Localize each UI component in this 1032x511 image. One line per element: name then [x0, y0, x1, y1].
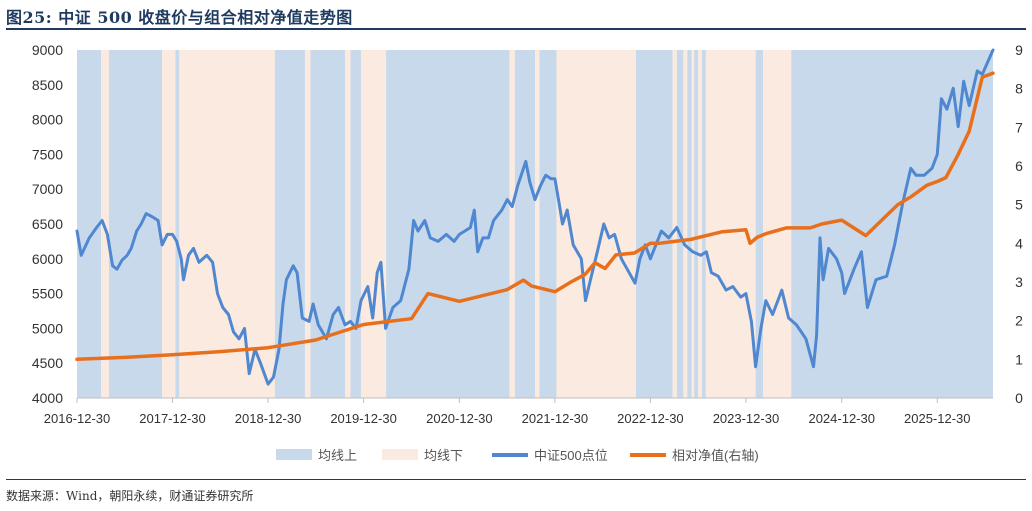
legend-label: 相对净值(右轴)	[672, 448, 759, 463]
regime-band-below	[691, 50, 695, 398]
x-tick-label: 2018-12-30	[235, 411, 302, 426]
regime-band-above	[636, 50, 673, 398]
regime-band-below	[535, 50, 540, 398]
y-left-tick-label: 6000	[32, 251, 63, 267]
regime-band-above	[350, 50, 361, 398]
regime-band-above	[310, 50, 345, 398]
x-tick-label: 2025-12-30	[904, 411, 971, 426]
chart-legend: 均线上 均线下 中证500点位 相对净值(右轴)	[276, 448, 759, 463]
chart: 4000 4500 5000 5500 6000 6500 7000 7500 8000 8500…	[32, 42, 1023, 463]
y-left-tick-label: 6500	[32, 216, 63, 232]
x-tick-label: 2023-12-30	[713, 411, 780, 426]
source-note: 数据来源：Wind，朝阳永续，财通证券研究所	[6, 489, 254, 503]
figure-title: 图25: 中证 500 收盘价与组合相对净值走势图	[6, 8, 353, 27]
y-right-tick-label: 0	[1015, 390, 1023, 406]
regime-band-above	[77, 50, 102, 398]
y-right-tick-label: 4	[1015, 235, 1023, 251]
chart-lines	[75, 48, 995, 386]
y-left-tick-label: 7500	[32, 146, 63, 162]
regime-band-above	[175, 50, 180, 398]
regime-band-above	[755, 50, 764, 398]
y-right-tick-label: 2	[1015, 313, 1023, 329]
y-right-tick-label: 6	[1015, 158, 1023, 174]
nav-line	[75, 71, 995, 362]
regime-band-below	[344, 50, 351, 398]
regime-band-below	[763, 50, 792, 398]
regime-band-above	[676, 50, 684, 398]
y-left-tick-label: 9000	[32, 42, 63, 58]
regime-band-below	[179, 50, 275, 398]
chart-ticks: 4000 4500 5000 5500 6000 6500 7000 7500 8000 8500…	[32, 42, 1023, 426]
x-tick-label: 2019-12-30	[330, 411, 397, 426]
y-right-tick-label: 7	[1015, 119, 1023, 135]
y-left-tick-label: 7000	[32, 181, 63, 197]
legend-label: 中证500点位	[534, 448, 608, 463]
y-left-tick-label: 8000	[32, 112, 63, 128]
regime-band-above	[539, 50, 557, 398]
y-right-tick-label: 5	[1015, 197, 1023, 213]
y-left-tick-label: 4500	[32, 355, 63, 371]
index-line	[75, 48, 995, 386]
regime-band-below	[698, 50, 702, 398]
y-left-tick-label: 5000	[32, 320, 63, 336]
title-rule	[6, 28, 1026, 30]
x-tick-label: 2020-12-30	[426, 411, 493, 426]
regime-band-below	[672, 50, 677, 398]
y-right-tick-label: 9	[1015, 42, 1023, 58]
x-tick-label: 2024-12-30	[808, 411, 875, 426]
x-tick-label: 2017-12-30	[139, 411, 206, 426]
regime-bands	[77, 50, 993, 398]
regime-band-above	[514, 50, 535, 398]
legend-label: 均线下	[424, 448, 463, 463]
source-rule	[6, 479, 1026, 480]
y-left-tick-label: 5500	[32, 286, 63, 302]
regime-band-below	[683, 50, 688, 398]
regime-band-above	[687, 50, 692, 398]
legend-swatch-area	[276, 449, 312, 460]
legend-swatch-area	[382, 449, 418, 460]
regime-band-below	[509, 50, 515, 398]
regime-band-above	[701, 50, 706, 398]
regime-band-below	[705, 50, 756, 398]
regime-band-below	[360, 50, 387, 398]
y-right-tick-label: 8	[1015, 81, 1023, 97]
regime-band-above	[694, 50, 699, 398]
regime-band-above	[386, 50, 510, 398]
regime-band-above	[108, 50, 163, 398]
y-left-tick-label: 4000	[32, 390, 63, 406]
legend-label: 均线上	[318, 448, 357, 463]
y-left-tick-label: 8500	[32, 77, 63, 93]
regime-band-below	[162, 50, 176, 398]
regime-band-below	[304, 50, 311, 398]
y-right-tick-label: 1	[1015, 351, 1023, 367]
x-tick-label: 2022-12-30	[617, 411, 684, 426]
x-tick-label: 2016-12-30	[44, 411, 111, 426]
y-right-tick-label: 3	[1015, 274, 1023, 290]
x-tick-label: 2021-12-30	[522, 411, 589, 426]
